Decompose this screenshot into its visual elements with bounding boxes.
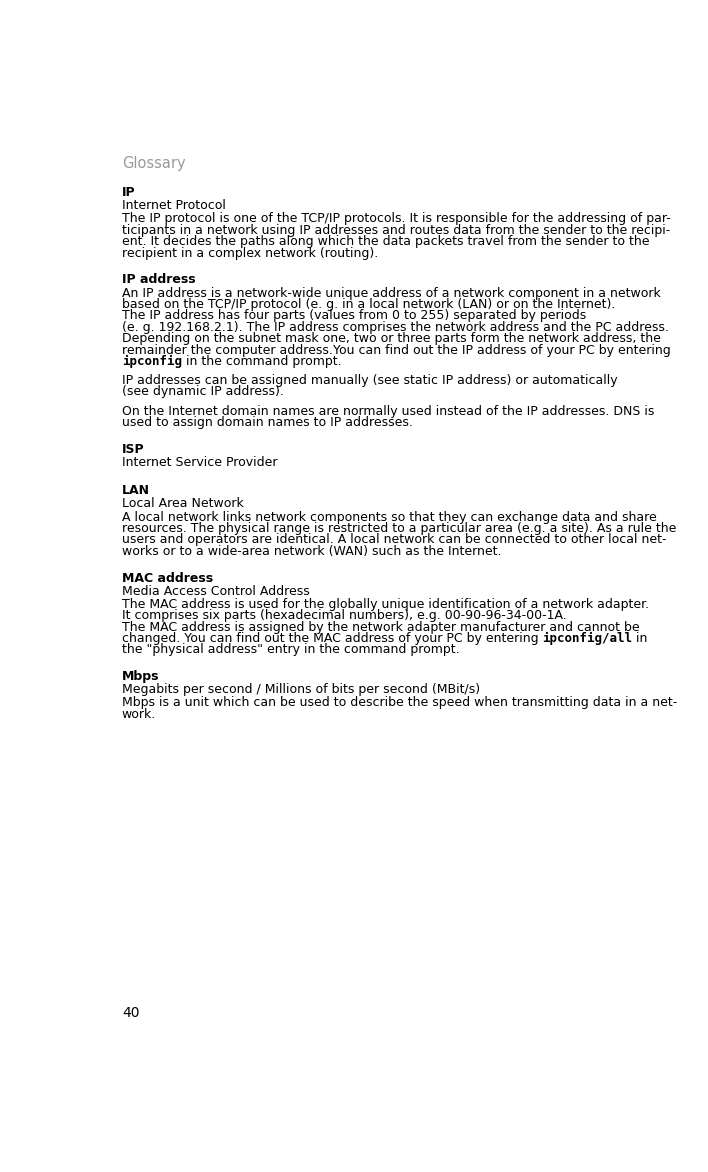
Text: Internet Service Provider: Internet Service Provider <box>122 456 278 469</box>
Text: IP addresses can be assigned manually (see static IP address) or automatically: IP addresses can be assigned manually (s… <box>122 374 617 387</box>
Text: work.: work. <box>122 708 156 721</box>
Text: ipconfig/all: ipconfig/all <box>542 632 632 645</box>
Text: based on the TCP/IP protocol (e. g. in a local network (LAN) or on the Internet): based on the TCP/IP protocol (e. g. in a… <box>122 298 615 311</box>
Text: MAC address: MAC address <box>122 572 213 585</box>
Text: An IP address is a network-wide unique address of a network component in a netwo: An IP address is a network-wide unique a… <box>122 287 661 300</box>
Text: recipient in a complex network (routing).: recipient in a complex network (routing)… <box>122 246 378 260</box>
Text: The IP protocol is one of the TCP/IP protocols. It is responsible for the addres: The IP protocol is one of the TCP/IP pro… <box>122 212 670 225</box>
Text: ticipants in a network using IP addresses and routes data from the sender to the: ticipants in a network using IP addresse… <box>122 224 670 237</box>
Text: Mbps is a unit which can be used to describe the speed when transmitting data in: Mbps is a unit which can be used to desc… <box>122 696 677 709</box>
Text: users and operators are identical. A local network can be connected to other loc: users and operators are identical. A loc… <box>122 533 666 546</box>
Text: Depending on the subnet mask one, two or three parts form the network address, t: Depending on the subnet mask one, two or… <box>122 332 661 345</box>
Text: in: in <box>632 632 648 645</box>
Text: On the Internet domain names are normally used instead of the IP addresses. DNS : On the Internet domain names are normall… <box>122 404 654 417</box>
Text: Megabits per second / Millions of bits per second (MBit/s): Megabits per second / Millions of bits p… <box>122 683 480 696</box>
Text: (see dynamic IP address).: (see dynamic IP address). <box>122 386 284 398</box>
Text: 40: 40 <box>122 1006 139 1020</box>
Text: A local network links network components so that they can exchange data and shar: A local network links network components… <box>122 511 656 524</box>
Text: Mbps: Mbps <box>122 670 159 683</box>
Text: ipconfig: ipconfig <box>122 355 182 368</box>
Text: changed. You can find out the MAC address of your PC by entering: changed. You can find out the MAC addres… <box>122 632 542 645</box>
Text: ent. It decides the paths along which the data packets travel from the sender to: ent. It decides the paths along which th… <box>122 236 649 248</box>
Text: IP: IP <box>122 186 135 199</box>
Text: You can find out the IP address of your PC by entering: You can find out the IP address of your … <box>333 343 670 356</box>
Text: remainder the computer address.: remainder the computer address. <box>122 343 333 356</box>
Text: (e. g. 192.168.2.1). The IP address comprises the network address and the PC add: (e. g. 192.168.2.1). The IP address comp… <box>122 321 668 334</box>
Text: Media Access Control Address: Media Access Control Address <box>122 585 309 598</box>
Text: in the command prompt.: in the command prompt. <box>182 355 341 368</box>
Text: LAN: LAN <box>122 484 150 497</box>
Text: It comprises six parts (hexadecimal numbers), e.g. 00-90-96-34-00-1A.: It comprises six parts (hexadecimal numb… <box>122 609 566 622</box>
Text: IP address: IP address <box>122 273 195 286</box>
Text: Internet Protocol: Internet Protocol <box>122 199 226 212</box>
Text: resources. The physical range is restricted to a particular area (e.g. a site). : resources. The physical range is restric… <box>122 522 676 534</box>
Text: used to assign domain names to IP addresses.: used to assign domain names to IP addres… <box>122 416 413 429</box>
Text: Local Area Network: Local Area Network <box>122 497 244 511</box>
Text: works or to a wide-area network (WAN) such as the Internet.: works or to a wide-area network (WAN) su… <box>122 545 501 558</box>
Text: ISP: ISP <box>122 443 144 456</box>
Text: the "physical address" entry in the command prompt.: the "physical address" entry in the comm… <box>122 643 459 656</box>
Text: The MAC address is assigned by the network adapter manufacturer and cannot be: The MAC address is assigned by the netwo… <box>122 620 639 634</box>
Text: The IP address has four parts (values from 0 to 255) separated by periods: The IP address has four parts (values fr… <box>122 309 586 322</box>
Text: Glossary: Glossary <box>122 156 185 171</box>
Text: The MAC address is used for the globally unique identification of a network adap: The MAC address is used for the globally… <box>122 598 649 611</box>
